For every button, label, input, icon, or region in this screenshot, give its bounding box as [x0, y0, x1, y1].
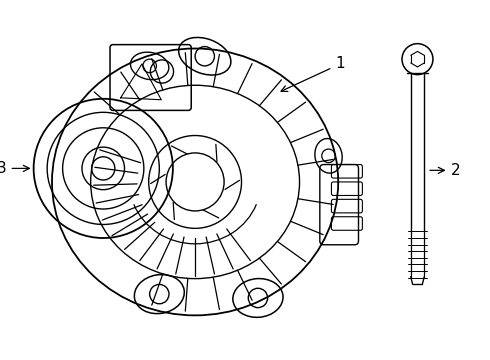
Text: 1: 1 [281, 57, 345, 91]
Text: 3: 3 [0, 161, 29, 176]
Text: 2: 2 [430, 163, 461, 178]
